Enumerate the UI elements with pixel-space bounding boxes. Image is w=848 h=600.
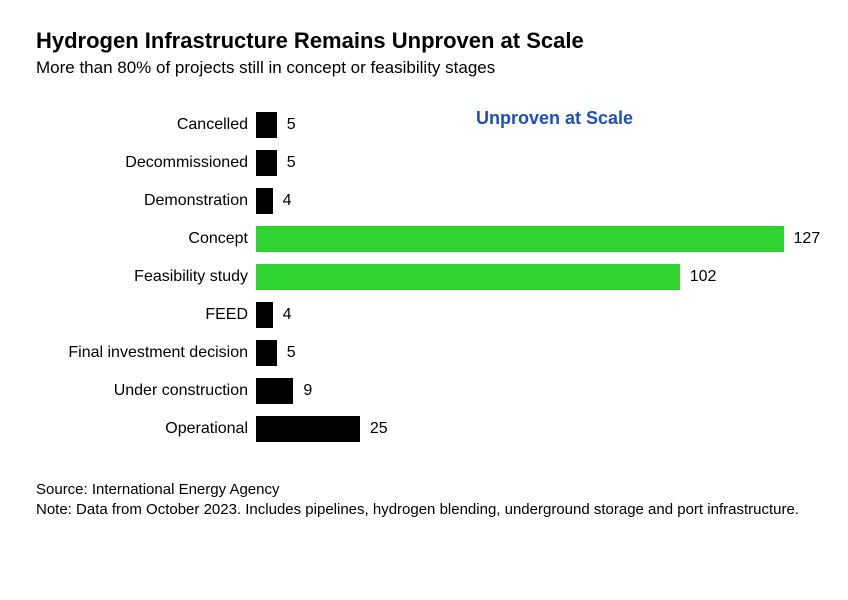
- bar-row: Demonstration 4: [36, 182, 812, 220]
- bar-track: 102: [256, 258, 812, 296]
- value-label: 5: [277, 154, 296, 172]
- note-text: Note: Data from October 2023. Includes p…: [36, 500, 812, 520]
- chart-area: Unproven at Scale Cancelled5Decommission…: [36, 106, 812, 448]
- category-label: Under construction: [36, 382, 256, 400]
- bar-track: 9: [256, 372, 812, 410]
- value-label: 25: [360, 420, 388, 438]
- chart-subtitle: More than 80% of projects still in conce…: [36, 58, 812, 78]
- bar-container: Cancelled 5 Decommissioned 5 Demonstration 4 C…: [36, 106, 812, 448]
- bar-row: Cancelled 5: [36, 106, 812, 144]
- category-label: Cancelled: [36, 116, 256, 134]
- value-label: 4: [273, 192, 292, 210]
- category-label: Decommissioned: [36, 154, 256, 172]
- bar: [256, 302, 273, 328]
- value-label: 5: [277, 116, 296, 134]
- bar: [256, 112, 277, 138]
- bar-row: Feasibility study 102: [36, 258, 812, 296]
- bar-track: 5: [256, 106, 812, 144]
- value-label: 5: [277, 344, 296, 362]
- bar: [256, 416, 360, 442]
- bar-row: FEED 4: [36, 296, 812, 334]
- bar-row: Operational 25: [36, 410, 812, 448]
- bar: [256, 340, 277, 366]
- bar: [256, 264, 680, 290]
- bar-row: Concept127: [36, 220, 812, 258]
- value-label: 102: [680, 268, 717, 286]
- category-label: Feasibility study: [36, 268, 256, 286]
- category-label: Concept: [36, 230, 256, 248]
- bar-track: 5: [256, 144, 812, 182]
- category-label: FEED: [36, 306, 256, 324]
- bar-row: Decommissioned 5: [36, 144, 812, 182]
- bar-track: 127: [256, 220, 820, 258]
- bar: [256, 150, 277, 176]
- bar: [256, 226, 784, 252]
- bar-track: 4: [256, 296, 812, 334]
- bar-track: 5: [256, 334, 812, 372]
- value-label: 9: [293, 382, 312, 400]
- category-label: Final investment decision: [36, 344, 256, 362]
- source-text: Source: International Energy Agency: [36, 480, 812, 500]
- bar-row: Final investment decision 5: [36, 334, 812, 372]
- bar-track: 25: [256, 410, 812, 448]
- bar-row: Under construction 9: [36, 372, 812, 410]
- value-label: 127: [784, 230, 821, 248]
- value-label: 4: [273, 306, 292, 324]
- chart-title: Hydrogen Infrastructure Remains Unproven…: [36, 28, 812, 54]
- bar-track: 4: [256, 182, 812, 220]
- chart-footer: Source: International Energy Agency Note…: [36, 480, 812, 521]
- category-label: Demonstration: [36, 192, 256, 210]
- category-label: Operational: [36, 420, 256, 438]
- bar: [256, 188, 273, 214]
- bar: [256, 378, 293, 404]
